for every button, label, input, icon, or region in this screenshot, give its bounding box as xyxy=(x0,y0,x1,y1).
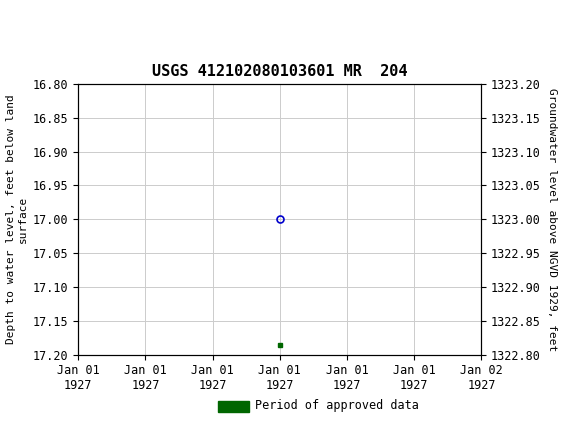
Y-axis label: Depth to water level, feet below land
surface: Depth to water level, feet below land su… xyxy=(6,95,27,344)
Text: Period of approved data: Period of approved data xyxy=(255,399,419,412)
Text: USGS: USGS xyxy=(44,11,99,29)
Title: USGS 412102080103601 MR  204: USGS 412102080103601 MR 204 xyxy=(152,64,408,79)
Y-axis label: Groundwater level above NGVD 1929, feet: Groundwater level above NGVD 1929, feet xyxy=(546,88,557,351)
